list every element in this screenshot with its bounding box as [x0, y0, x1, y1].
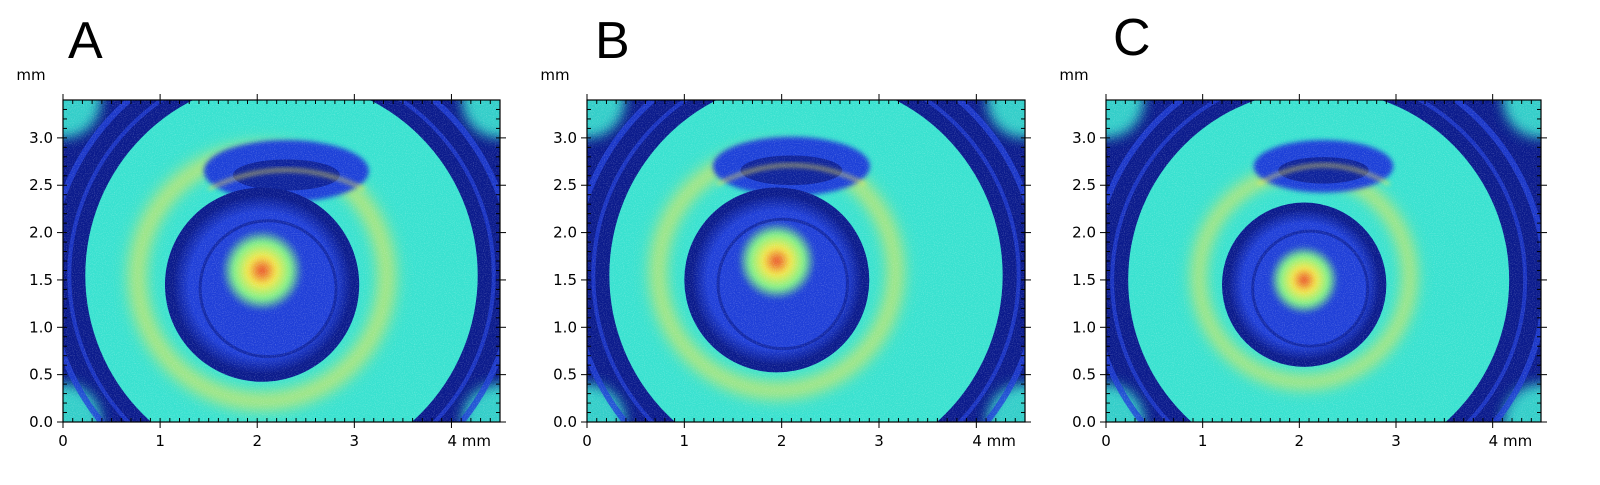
y-tick-label: 2.5 — [1072, 176, 1096, 194]
heatmap-image — [1106, 100, 1541, 422]
y-tick-label: 0.0 — [29, 413, 53, 431]
panel-c: 0 1 2 3 4 mm 0.0 0.5 1.0 1.5 2.0 2.5 3.0 mm C — [1059, 9, 1547, 450]
y-tick-label: 1.5 — [1072, 271, 1096, 289]
x-tick-label: 3 — [350, 432, 360, 450]
y-tick-label: 1.5 — [553, 271, 577, 289]
y-tick-label: 3.0 — [1072, 129, 1096, 147]
panel-label: A — [68, 12, 103, 70]
heatmap-image — [63, 100, 500, 422]
x-tick-label: 2 — [777, 432, 787, 450]
x-tick-label: 0 — [1101, 432, 1111, 450]
x-tick-label: 2 — [1295, 432, 1305, 450]
y-tick-label: 2.0 — [553, 224, 577, 242]
panel-b: 0 1 2 3 4 mm 0.0 0.5 1.0 1.5 2.0 2.5 3.0 mm B — [540, 12, 1031, 450]
panel-label: C — [1113, 9, 1151, 67]
y-tick-label: 1.0 — [1072, 318, 1096, 336]
y-tick-label: 0.0 — [553, 413, 577, 431]
y-tick-label: 2.5 — [553, 176, 577, 194]
x-tick-label: 4 mm — [447, 432, 491, 450]
y-tick-label: 0.5 — [29, 366, 53, 384]
y-tick-label: 2.0 — [1072, 224, 1096, 242]
x-tick-label: 2 — [252, 432, 262, 450]
x-tick-label: 4 mm — [972, 432, 1016, 450]
x-tick-label: 0 — [582, 432, 592, 450]
x-tick-label: 1 — [680, 432, 690, 450]
y-tick-label: 0.5 — [1072, 366, 1096, 384]
y-tick-label: 1.0 — [29, 318, 53, 336]
x-tick-label: 1 — [1198, 432, 1208, 450]
y-tick-label: 0.5 — [553, 366, 577, 384]
panel-label: B — [595, 12, 630, 70]
x-tick-label: 0 — [58, 432, 68, 450]
y-tick-label: 0.0 — [1072, 413, 1096, 431]
panel-a: 0 1 2 3 4 mm 0.0 0.5 1.0 1.5 2.0 2.5 3.0 mm A — [16, 12, 506, 450]
y-unit-label: mm — [16, 66, 45, 84]
x-tick-label: 1 — [155, 432, 165, 450]
y-unit-label: mm — [1059, 66, 1088, 84]
x-tick-label: 3 — [1391, 432, 1401, 450]
y-unit-label: mm — [540, 66, 569, 84]
y-tick-label: 1.5 — [29, 271, 53, 289]
heatmap-image — [587, 100, 1025, 422]
y-tick-label: 3.0 — [29, 129, 53, 147]
y-tick-label: 2.5 — [29, 176, 53, 194]
y-tick-label: 1.0 — [553, 318, 577, 336]
x-tick-label: 3 — [874, 432, 884, 450]
y-tick-label: 3.0 — [553, 129, 577, 147]
y-tick-label: 2.0 — [29, 224, 53, 242]
x-tick-label: 4 mm — [1489, 432, 1533, 450]
